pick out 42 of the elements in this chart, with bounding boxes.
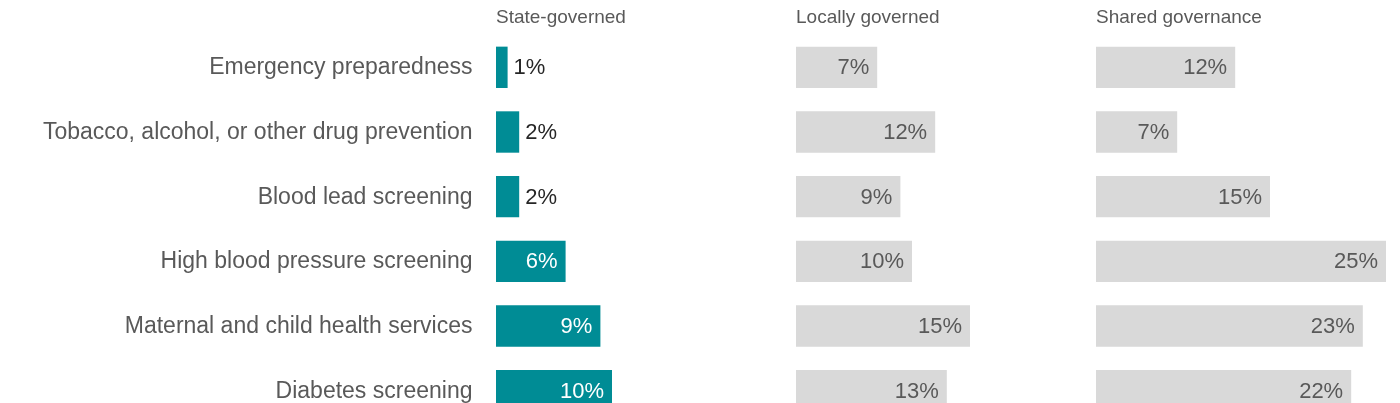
bar bbox=[796, 175, 901, 218]
bar bbox=[1096, 240, 1386, 283]
bar bbox=[496, 175, 520, 218]
data-label: 9% bbox=[860, 183, 893, 209]
data-label: 2% bbox=[525, 119, 557, 144]
bar bbox=[1096, 175, 1270, 218]
bar bbox=[1096, 46, 1236, 89]
data-label: 10% bbox=[859, 248, 904, 274]
data-label: 2% bbox=[525, 183, 557, 209]
chart-title: Shared governance bbox=[1096, 6, 1262, 27]
data-label: 13% bbox=[894, 377, 939, 403]
bar bbox=[796, 240, 912, 283]
bar bbox=[796, 46, 878, 89]
chart-title: State-governed bbox=[496, 6, 626, 27]
bar bbox=[496, 111, 520, 153]
data-label: 12% bbox=[883, 119, 928, 144]
data-label: 25% bbox=[1333, 248, 1378, 274]
y-tick-label: High blood pressure screening bbox=[160, 247, 473, 274]
bar bbox=[1096, 305, 1363, 347]
y-tick-label: Tobacco, alcohol, or other drug prevention bbox=[42, 118, 473, 144]
y-tick-label: Maternal and child health services bbox=[124, 312, 473, 338]
data-label: 7% bbox=[1137, 119, 1170, 144]
data-label: 12% bbox=[1183, 54, 1228, 80]
data-label: 9% bbox=[560, 313, 593, 338]
data-label: 23% bbox=[1310, 313, 1355, 338]
bar bbox=[796, 111, 936, 153]
data-label: 7% bbox=[837, 54, 870, 80]
data-label: 1% bbox=[513, 54, 546, 80]
bar bbox=[496, 46, 508, 89]
y-tick-label: Emergency preparedness bbox=[209, 53, 473, 80]
bar bbox=[496, 305, 601, 347]
data-label: 10% bbox=[559, 377, 604, 403]
chart-title: Locally governed bbox=[796, 6, 940, 27]
data-label: 6% bbox=[525, 248, 558, 274]
y-tick-label: Diabetes screening bbox=[275, 376, 473, 403]
bar bbox=[796, 305, 970, 347]
data-label: 22% bbox=[1299, 377, 1344, 403]
data-label: 15% bbox=[917, 313, 962, 338]
bar bbox=[496, 240, 566, 283]
data-label: 15% bbox=[1217, 183, 1262, 209]
bar bbox=[1096, 111, 1178, 153]
y-tick-label: Blood lead screening bbox=[257, 182, 473, 209]
